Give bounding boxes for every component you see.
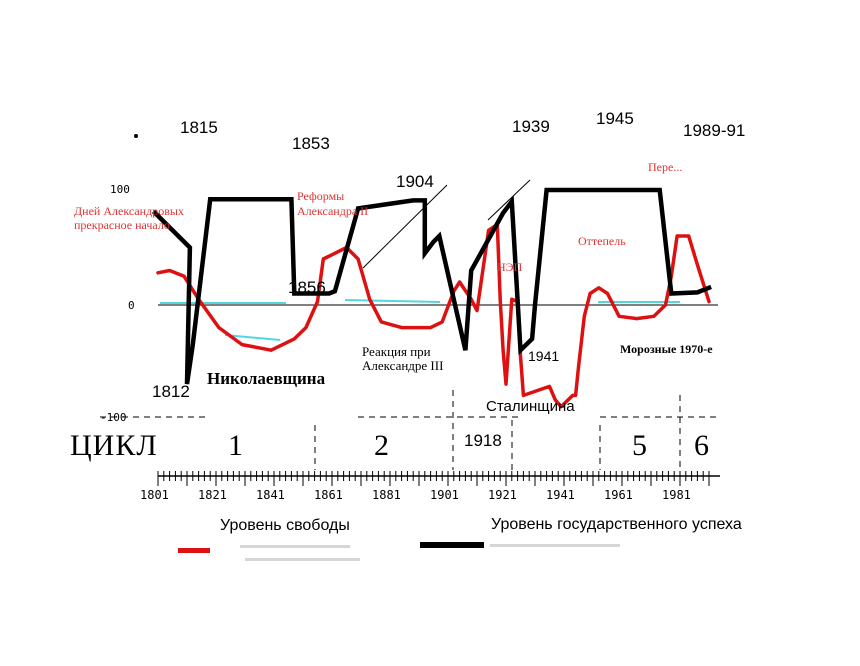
legend-label-freedom: Уровень свободы (220, 517, 350, 534)
cycle-row: ЦИКЛ 1 2 5 6 (70, 429, 709, 462)
label-frosty-70s: Морозные 1970-е (620, 342, 713, 356)
year-1815: 1815 (180, 118, 218, 137)
cycle-number-6: 6 (694, 429, 709, 462)
legend: Уровень свободы Уровень государственного… (178, 516, 742, 561)
label-reaction-1: Реакция при (362, 344, 431, 359)
label-nep: НЭП (497, 260, 523, 274)
cycle-number-5: 5 (632, 429, 647, 462)
cycle-number-2: 2 (374, 429, 389, 462)
x-tick-label: 1981 (662, 488, 691, 502)
legend-label-success: Уровень государственного успеха (491, 516, 742, 533)
series-success-line (151, 187, 712, 385)
x-tick-label: 1881 (372, 488, 401, 502)
x-tick-label: 1821 (198, 488, 227, 502)
x-axis-minor-ticks (157, 471, 710, 486)
x-axis-tick-labels: 1801 1821 1841 1861 1881 1901 1921 1941 1961 1981 (140, 488, 691, 502)
series-freedom-line (156, 222, 711, 409)
x-tick-label: 1901 (430, 488, 459, 502)
year-1904: 1904 (396, 172, 434, 191)
label-reaction-2: Александре III (362, 358, 443, 373)
year-1918: 1918 (464, 431, 502, 450)
legend-smudge (240, 544, 620, 561)
x-tick-label: 1841 (256, 488, 285, 502)
year-1989-91: 1989-91 (683, 121, 745, 140)
label-alexander-days-2: прекрасное начало (74, 218, 170, 232)
year-annotations: 1815 1853 1904 1939 1945 1989-91 1856 18… (152, 109, 745, 450)
year-1853: 1853 (292, 134, 330, 153)
x-tick-label: 1861 (314, 488, 343, 502)
connector-lines (362, 179, 531, 269)
x-tick-label: 1961 (604, 488, 633, 502)
legend-swatch-success (420, 542, 484, 548)
label-reforms-1: Реформы (297, 189, 344, 203)
year-1812: 1812 (152, 382, 190, 401)
freedom-shading (160, 299, 680, 341)
label-perestroika: Пере... (648, 160, 682, 174)
y-axis-tick-labels: 100 0 -100 (100, 183, 135, 424)
y-tick-100: 100 (110, 183, 130, 196)
year-1945: 1945 (596, 109, 634, 128)
label-stalinshchina: Сталинщина (486, 398, 575, 415)
x-tick-label: 1921 (488, 488, 517, 502)
label-nikolaevshchina: Николаевщина (207, 369, 326, 388)
year-1939: 1939 (512, 117, 550, 136)
year-1941: 1941 (528, 348, 559, 364)
cycle-separators (100, 390, 720, 470)
y-tick-minus-100: -100 (100, 411, 127, 424)
dot-marker (134, 134, 138, 138)
black-annotations: Николаевщина Реакция при Александре III … (207, 342, 713, 388)
x-tick-label: 1801 (140, 488, 169, 502)
year-1856: 1856 (288, 278, 326, 297)
red-annotations: Дней Александровых прекрасное начало Реф… (74, 160, 682, 274)
cycle-label: ЦИКЛ (70, 429, 158, 462)
cycle-number-1: 1 (228, 429, 243, 462)
legend-swatch-freedom (178, 548, 210, 553)
x-tick-label: 1941 (546, 488, 575, 502)
label-reforms-2: Александра II (297, 204, 368, 218)
y-tick-0: 0 (128, 299, 135, 312)
label-alexander-days-1: Дней Александровых (74, 204, 184, 218)
label-ottepel: Оттепель (578, 234, 626, 248)
